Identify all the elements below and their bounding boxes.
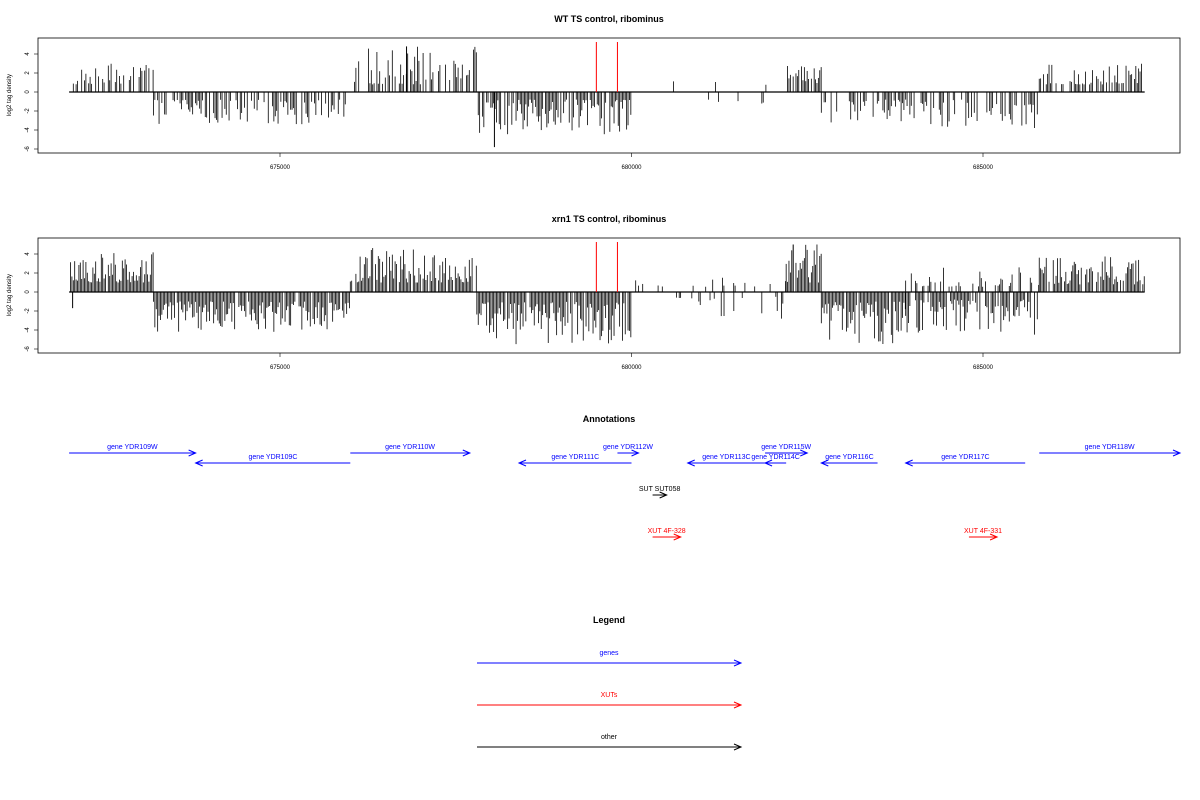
feature-label: gene YDR116C [825,454,873,461]
y-tick-label: -6 [25,146,31,152]
feature-arrow: gene YDR117C [904,454,1026,467]
y-tick-label: 2 [25,271,31,275]
feature-label: gene YDR118W [1085,444,1135,451]
feature-arrow: SUT SUT058 [639,486,681,499]
feature-arrow: gene YDR115W [761,444,812,457]
feature-label: gene YDR110W [385,444,435,451]
x-tick-label: 685000 [973,365,994,371]
feature-label: gene YDR111C [551,454,599,461]
y-tick-label: -4 [25,327,31,333]
y-tick-label: -2 [25,308,31,314]
wt-density-bars [69,42,1145,148]
wt-panel-title: WT TS control, ribominus [554,14,664,24]
y-tick-label: 0 [25,290,31,294]
x-tick-label: 685000 [973,165,994,171]
annotations-title: Annotations [583,414,636,424]
feature-arrow: gene YDR109C [194,454,351,467]
feature-arrow: gene YDR118W [1039,444,1182,457]
xrn1-plot-frame [37,237,1181,354]
legend-item: other [477,734,743,751]
feature-label: gene YDR109C [249,454,298,461]
legend-item-label: other [601,734,618,741]
x-tick-label: 680000 [621,165,642,171]
legend-item: genes [477,650,743,667]
xrn1-y-axis-label: log2 tag density [7,274,13,316]
feature-arrow: gene YDR112W [603,444,653,457]
y-tick-label: 4 [25,252,31,256]
y-tick-label: -4 [25,127,31,133]
x-tick-label: 675000 [270,365,291,371]
y-tick-label: 0 [25,90,31,94]
feature-label: gene YDR113C [702,454,750,461]
xrn1-panel-title: xrn1 TS control, ribominus [552,214,667,224]
feature-arrow: gene YDR111C [517,454,632,467]
feature-label: gene YDR109W [107,444,158,451]
xrn1-density-bars [69,242,1145,345]
feature-label: XUT 4F-328 [648,528,686,535]
xrn1-axes: 4 2 0 -2 -4 -6 675000 680000 685000 [25,252,994,371]
feature-arrows: gene YDR109W gene YDR109C gene YDR110W gene… [69,444,1182,541]
legend-items: genes XUTs other [477,650,743,751]
feature-arrow: gene YDR113C [686,454,766,467]
y-tick-label: 2 [25,71,31,75]
x-tick-label: 680000 [621,365,642,371]
feature-label: gene YDR114C [751,454,799,461]
legend-item-label: XUTs [601,692,618,699]
legend-title: Legend [593,615,625,625]
feature-label: XUT 4F-331 [964,528,1002,535]
feature-arrow: gene YDR114C [751,454,800,467]
y-tick-label: -2 [25,108,31,114]
y-tick-label: -6 [25,346,31,352]
feature-label: SUT SUT058 [639,486,681,493]
feature-arrow: gene YDR110W [350,444,472,457]
feature-label: gene YDR117C [941,454,989,461]
legend: Legend genes XUTs other [477,615,743,751]
wt-plot-frame [37,37,1181,154]
feature-arrow: XUT 4F-328 [648,528,686,541]
feature-label: gene YDR115W [761,444,811,451]
xrn1-panel: xrn1 TS control, ribominus log2 tag dens… [7,214,1181,371]
wt-axes: 4 2 0 -2 -4 -6 675000 680000 685000 [25,52,994,171]
feature-arrow: gene YDR116C [820,454,878,467]
x-tick-label: 675000 [270,165,291,171]
feature-label: gene YDR112W [603,444,653,451]
feature-arrow: XUT 4F-331 [964,528,1002,541]
wt-panel: WT TS control, ribominus log2 tag densit… [7,14,1181,171]
wt-y-axis-label: log2 tag density [7,74,13,116]
legend-item-label: genes [599,650,619,657]
legend-item: XUTs [477,692,743,709]
feature-arrow: gene YDR109W [69,444,197,457]
y-tick-label: 4 [25,52,31,56]
